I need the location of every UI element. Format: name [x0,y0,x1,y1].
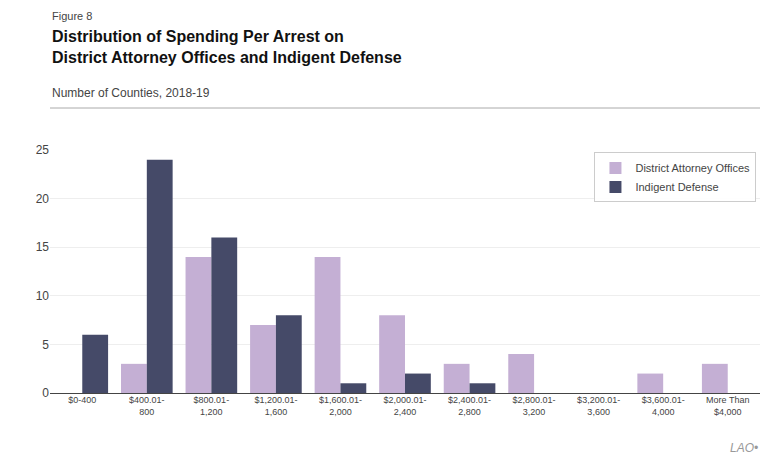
svg-text:Indigent Defense: Indigent Defense [635,181,718,193]
svg-text:$3,200.01-3,600: $3,200.01-3,600 [577,395,620,417]
svg-text:$2,000.01-2,400: $2,000.01-2,400 [383,395,426,417]
svg-text:15: 15 [36,240,50,254]
svg-text:20: 20 [36,192,50,206]
svg-text:$3,600.01-4,000: $3,600.01-4,000 [642,395,685,417]
svg-text:$400.01-800: $400.01-800 [129,395,165,417]
svg-text:0: 0 [42,386,49,400]
svg-text:Number of Counties, 2018-19: Number of Counties, 2018-19 [52,86,210,100]
svg-text:$1,200.01-1,600: $1,200.01-1,600 [254,395,297,417]
svg-text:10: 10 [36,289,50,303]
svg-text:LAO•: LAO• [730,441,758,455]
svg-text:5: 5 [42,338,49,352]
svg-text:$1,600.01-2,000: $1,600.01-2,000 [319,395,362,417]
svg-text:$0-400: $0-400 [68,395,96,405]
svg-text:District Attorney Offices: District Attorney Offices [635,162,750,174]
svg-text:25: 25 [36,143,50,157]
svg-text:$2,800.01-3,200: $2,800.01-3,200 [513,395,556,417]
svg-text:$2,400.01-2,800: $2,400.01-2,800 [448,395,491,417]
svg-text:Distribution of Spending Per A: Distribution of Spending Per Arrest onDi… [52,28,402,66]
svg-text:More Than$4,000: More Than$4,000 [706,395,749,417]
svg-text:$800.01-1,200: $800.01-1,200 [194,395,230,417]
svg-text:Figure 8: Figure 8 [52,10,92,22]
